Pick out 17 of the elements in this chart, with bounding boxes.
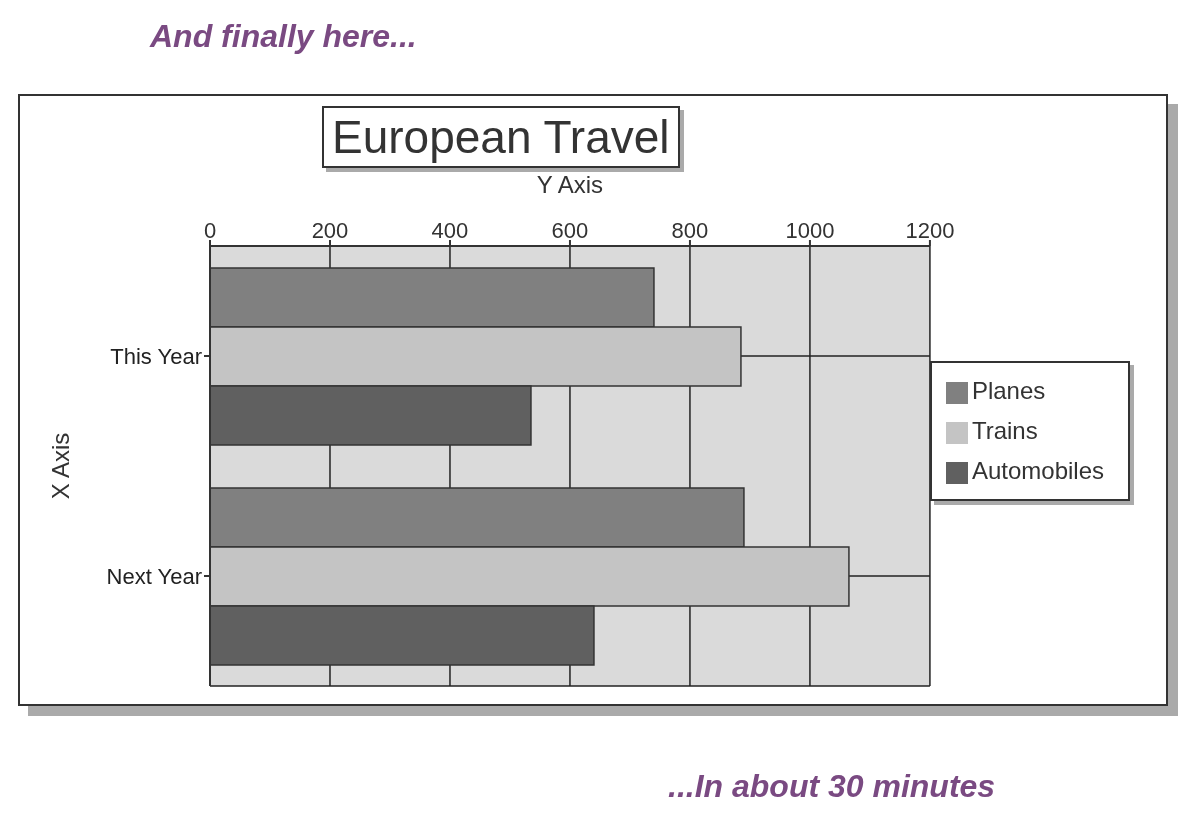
chart-title: European Travel xyxy=(322,106,680,168)
x-tick-label: 400 xyxy=(431,218,469,243)
x-tick-label: 600 xyxy=(551,218,589,243)
legend-label: Automobiles xyxy=(971,457,1104,484)
x-tick-label: 1200 xyxy=(905,218,955,243)
x-tick-label: 0 xyxy=(203,218,217,243)
legend-label: Planes xyxy=(971,377,1046,404)
x-tick-label: 1000 xyxy=(785,218,835,243)
x-tick-label: 800 xyxy=(671,218,709,243)
y-axis-title: X Axis xyxy=(46,432,74,500)
legend-label: Trains xyxy=(971,417,1038,444)
x-tick-label: 200 xyxy=(311,218,349,243)
y-tick-label: This Year xyxy=(110,343,202,369)
x-axis-title: Y Axis xyxy=(536,171,604,199)
text: And finally here... xyxy=(150,18,417,55)
y-tick-label: Next Year xyxy=(106,563,202,589)
text: ...In about 30 minutes xyxy=(668,768,996,805)
